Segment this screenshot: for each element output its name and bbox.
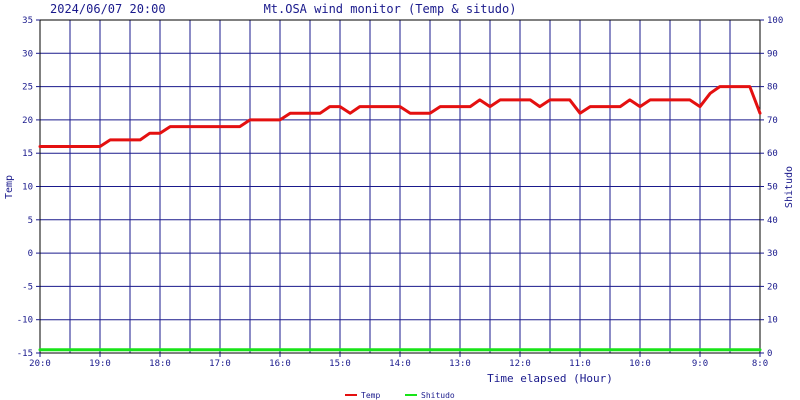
y-left-tick-label: 35 (22, 16, 33, 26)
series-group (38, 85, 762, 352)
x-axis: 20:0 19:0 18:0 17:0 16:0 15:0 14:0 13:0 12:0 11:0… (29, 353, 768, 369)
y-left-tick-label: -10 (17, 316, 33, 326)
y-right-tick-label: 10 (767, 316, 778, 326)
y-left-tick-label: 25 (22, 83, 33, 93)
y-right-tick-label: 60 (767, 149, 778, 159)
y-right-tick-label: 50 (767, 183, 778, 193)
x-tick-label: 13:0 (449, 359, 471, 369)
legend-label: Shitudo (421, 391, 455, 400)
y-left-tick-label: 5 (28, 216, 33, 226)
x-axis-label: Time elapsed (Hour) (487, 372, 613, 385)
y-right-tick-label: 0 (767, 349, 772, 359)
chart-title: Mt.OSA wind monitor (Temp & situdo) (264, 2, 517, 16)
y-right-tick-label: 90 (767, 49, 778, 59)
y-axis-right-label: Shitudo (784, 166, 795, 208)
y-right-tick-label: 80 (767, 83, 778, 93)
series-line-temp (38, 85, 762, 148)
x-tick-label: 11:0 (569, 359, 591, 369)
x-tick-label: 18:0 (149, 359, 171, 369)
y-left-tick-label: 10 (22, 183, 33, 193)
y-axis-left-label: Temp (4, 175, 15, 199)
y-left-tick-label: -15 (17, 349, 33, 359)
legend-label: Temp (361, 391, 380, 400)
y-axis-left: 35 30 25 20 15 10 5 0 -5 -10 -15 (17, 16, 40, 359)
x-tick-label: 16:0 (269, 359, 291, 369)
x-tick-label: 19:0 (89, 359, 111, 369)
y-left-tick-label: 20 (22, 116, 33, 126)
x-tick-label: 12:0 (509, 359, 531, 369)
y-left-tick-label: 15 (22, 149, 33, 159)
grid (40, 20, 760, 353)
y-right-tick-label: 40 (767, 216, 778, 226)
x-tick-label: 9:0 (692, 359, 708, 369)
x-tick-label: 10:0 (629, 359, 651, 369)
x-tick-label: 8:0 (752, 359, 768, 369)
legend: Temp Shitudo (345, 391, 455, 400)
x-tick-label: 17:0 (209, 359, 231, 369)
timestamp-label: 2024/06/07 20:00 (50, 2, 166, 16)
y-left-tick-label: 30 (22, 49, 33, 59)
y-left-tick-label: 0 (28, 249, 33, 259)
x-tick-label: 20:0 (29, 359, 51, 369)
y-right-tick-label: 70 (767, 116, 778, 126)
y-right-tick-label: 20 (767, 282, 778, 292)
y-right-tick-label: 30 (767, 249, 778, 259)
x-tick-label: 15:0 (329, 359, 351, 369)
y-right-tick-label: 100 (767, 16, 783, 26)
y-left-tick-label: -5 (22, 282, 33, 292)
x-tick-label: 14:0 (389, 359, 411, 369)
